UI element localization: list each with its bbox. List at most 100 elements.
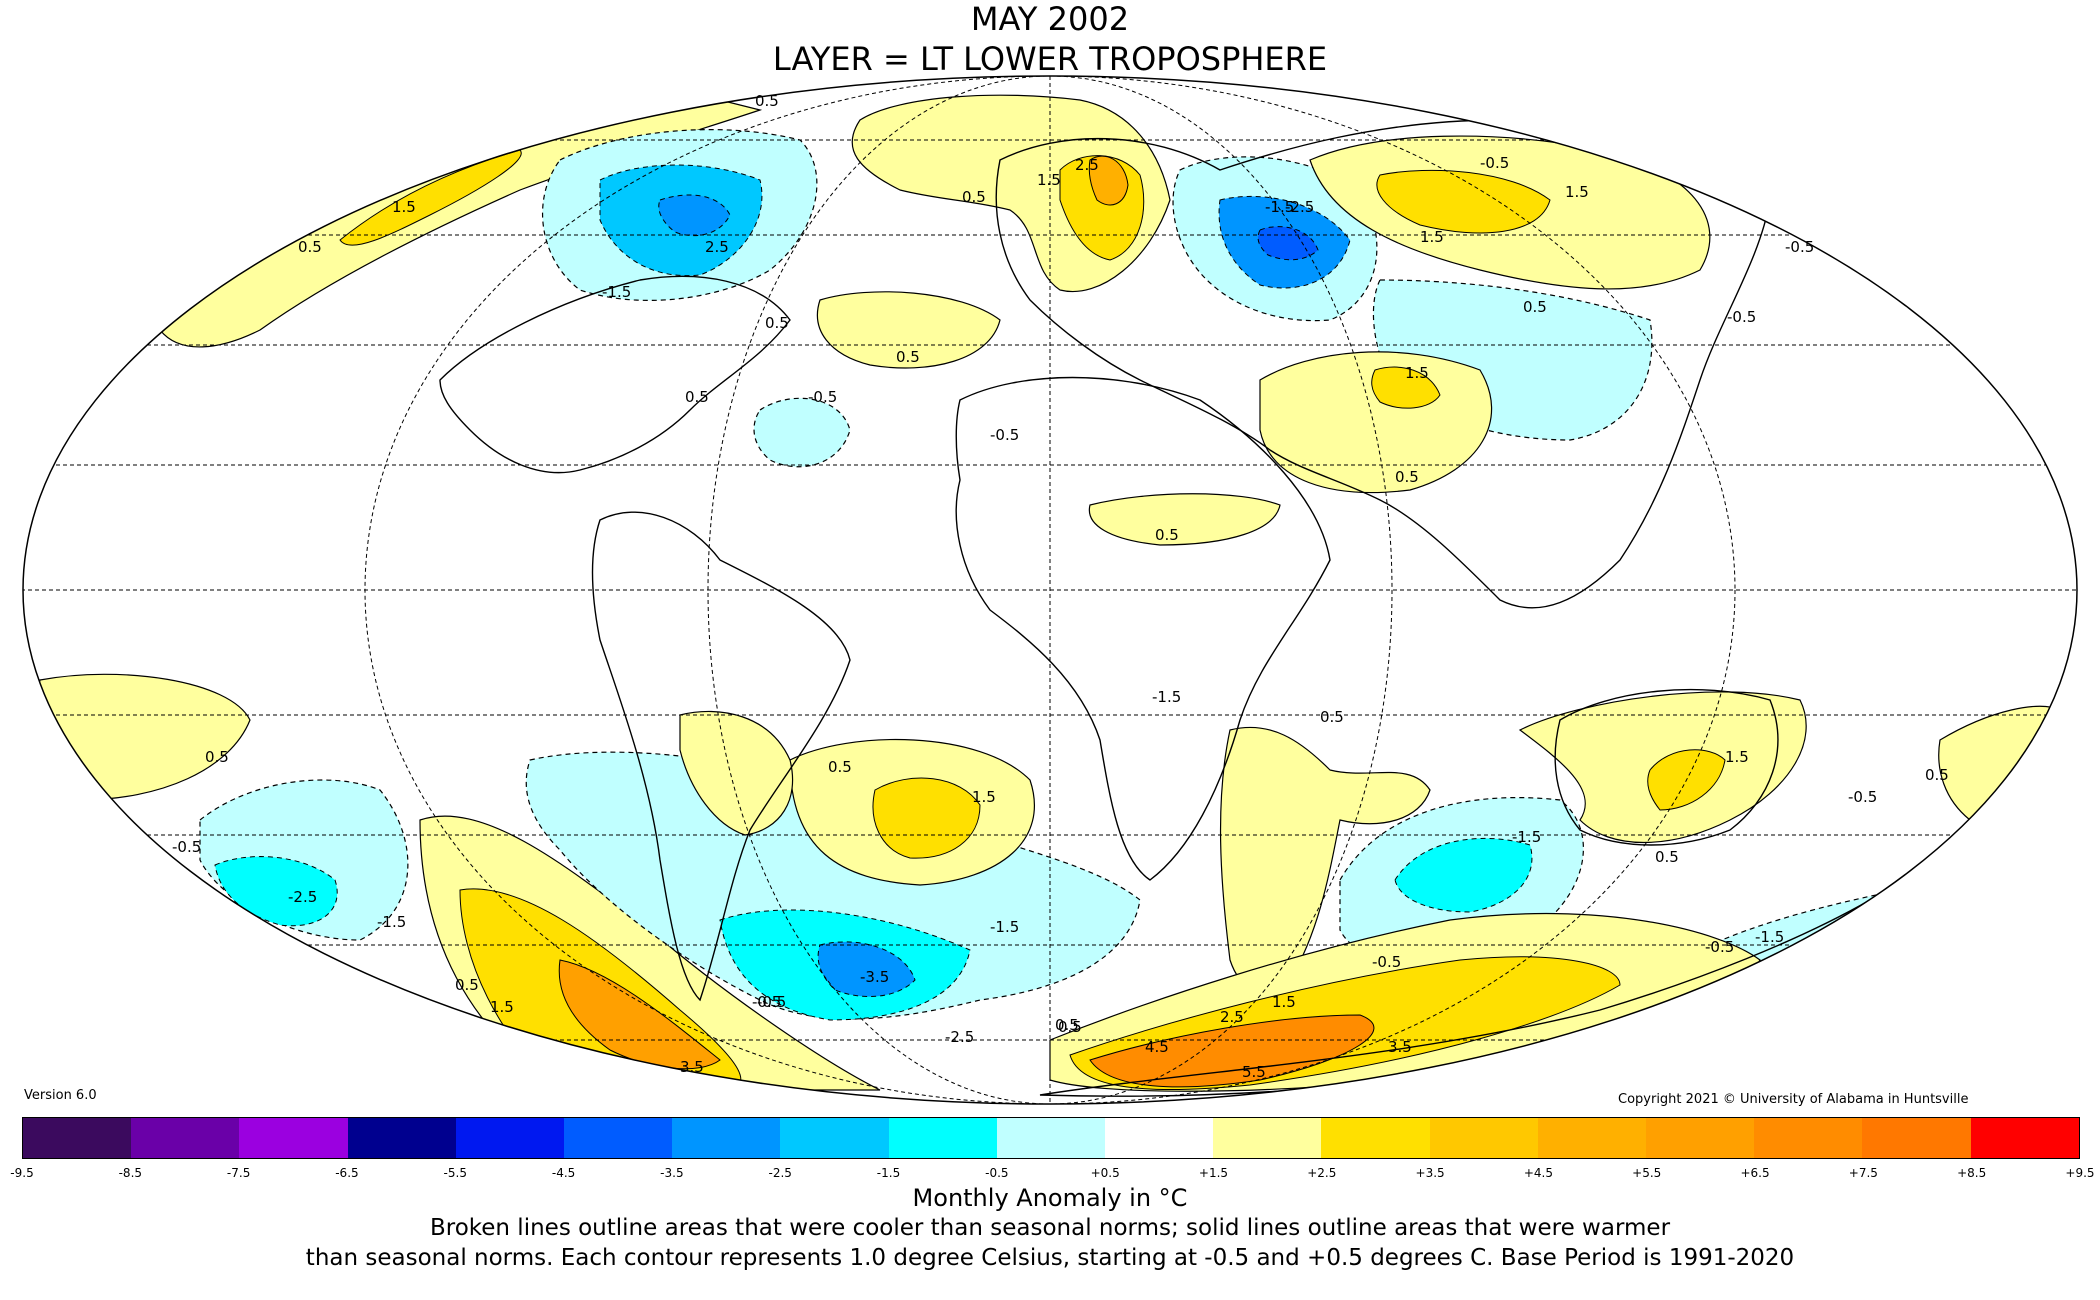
colorbar-segment (1862, 1118, 1971, 1158)
contour-label: 0.5 (1655, 848, 1679, 866)
contour-label: -1.5 (602, 283, 631, 301)
colorbar-ticks: -9.5 -8.5 -7.5 -6.5 -5.5 -4.5 -3.5 -2.5 -1.5 -0.5… (0, 1166, 2100, 1184)
colorbar-segment (1213, 1118, 1322, 1158)
colorbar-tick-label: -7.5 (226, 1166, 251, 1180)
contour-label: 3.5 (1388, 1038, 1412, 1056)
contour-label: 0.5 (1058, 1018, 1082, 1036)
colorbar-tick-label: +7.5 (1848, 1166, 1878, 1180)
colorbar-tick-label: +5.5 (1632, 1166, 1662, 1180)
colorbar-segment (1105, 1118, 1214, 1158)
colorbar-segment (672, 1118, 781, 1158)
colorbar-segment (1646, 1118, 1755, 1158)
contour-label: -1.5 (377, 913, 406, 931)
contour-label: -2.5 (945, 1028, 974, 1046)
cold-region-subtropical-atlantic (753, 397, 851, 468)
contour-label: 2.5 (705, 238, 729, 256)
contour-label: -1.5 (990, 918, 1019, 936)
contour-label: -3.5 (860, 968, 889, 986)
colorbar-tick-label: -2.5 (768, 1166, 792, 1180)
cold-max-south-atlantic (817, 941, 916, 998)
colorbar-segment (1754, 1118, 1863, 1158)
colorbar-tick-label: -3.5 (660, 1166, 684, 1180)
version-label: Version 6.0 (24, 1088, 97, 1103)
colorbar-tick-label: +2.5 (1307, 1166, 1337, 1180)
contour-label: 1.5 (1272, 993, 1296, 1011)
contour-label: 0.5 (1320, 708, 1344, 726)
cold-region-south-atlantic (525, 751, 1141, 1020)
colorbar-tick-label: -9.5 (10, 1166, 34, 1180)
colorbar-tick-label: -0.5 (985, 1166, 1009, 1180)
contour-label: 1.5 (392, 198, 416, 216)
warm-max-scandinavia (1088, 155, 1129, 206)
warm-core-south-atlantic (872, 777, 981, 859)
contour-label: -0.5 (757, 993, 786, 1011)
colorbar-segment (1321, 1118, 1430, 1158)
contour-label: -0.5 (1480, 154, 1509, 172)
legend-note-line-1: Broken lines outline areas that were coo… (429, 1215, 1671, 1241)
colorbar-tick-label: -5.5 (443, 1166, 467, 1180)
colorbar-tick-label: -6.5 (335, 1166, 359, 1180)
contour-label: -0.5 (1848, 788, 1877, 806)
contour-label: 0.5 (755, 92, 779, 110)
cold-core-south-pacific (214, 856, 338, 927)
contour-label: -0.5 (1785, 238, 1814, 256)
warm-core-siberia (1376, 169, 1551, 234)
colorbar-tick-label: +9.5 (2065, 1166, 2095, 1180)
contour-label: 0.5 (765, 314, 789, 332)
colorbar-segment (780, 1118, 889, 1158)
contour-label: -0.5 (990, 426, 1019, 444)
contour-label: 0.5 (896, 348, 920, 366)
contour-label: 1.5 (1037, 171, 1061, 189)
map-title: MAY 2002 (970, 0, 1130, 38)
colorbar-segment (23, 1118, 132, 1158)
warm-region-indian-ocean-west (1219, 726, 1431, 991)
contour-label: -0.5 (1372, 953, 1401, 971)
colorbar-segment (239, 1118, 348, 1158)
colorbar-segment (888, 1118, 997, 1158)
contour-label: 0.5 (205, 748, 229, 766)
cold-max-north-america (658, 194, 731, 237)
colorbar-segment (131, 1118, 240, 1158)
warm-region-north-atlantic-central (816, 291, 1001, 369)
contour-label: -0.5 (1727, 308, 1756, 326)
colorbar-tick-label: +0.5 (1090, 1166, 1120, 1180)
contour-label: 0.5 (1055, 1016, 1079, 1034)
legend-note-line-2: than seasonal norms. Each contour repres… (305, 1245, 1795, 1271)
contour-label: 1.5 (1565, 183, 1589, 201)
contour-label: 4.5 (1145, 1038, 1169, 1056)
contour-label: 3.5 (680, 1058, 704, 1076)
contour-label: 0.5 (298, 238, 322, 256)
contour-label: 0.5 (455, 976, 479, 994)
warm-max-antarctic (1089, 1014, 1375, 1088)
colorbar-tick-label: +6.5 (1740, 1166, 1770, 1180)
colorbar-tick-label: +3.5 (1415, 1166, 1445, 1180)
anomaly-map: 0.5 1.5 0.5 2.5 1.5 0.5 -1.5 2.5 -1.5 0.… (22, 75, 2078, 1105)
colorbar-segment (1537, 1118, 1647, 1158)
contour-label: 2.5 (1220, 1008, 1244, 1026)
copyright-label: Copyright 2021 © University of Alabama i… (1618, 1092, 1969, 1107)
contour-label: 1.5 (490, 998, 514, 1016)
layer-subtitle: LAYER = LT LOWER TROPOSPHERE (772, 40, 1328, 78)
warm-max-southeast-pacific (558, 959, 721, 1070)
contour-label: 0.5 (1155, 526, 1179, 544)
colorbar-segment (564, 1118, 673, 1158)
contour-label: 0.5 (1395, 468, 1419, 486)
warm-region-south-america (679, 710, 794, 836)
contour-label: 5.5 (1242, 1063, 1266, 1081)
contour-label: 1.5 (972, 788, 996, 806)
colorbar-tick-label: +8.5 (1957, 1166, 1987, 1180)
contour-label: -1.5 (1512, 828, 1541, 846)
contour-label: -2.5 (288, 888, 317, 906)
contour-label: -1.5 (1152, 688, 1181, 706)
contour-labels: 0.5 1.5 0.5 2.5 1.5 0.5 -1.5 2.5 -1.5 0.… (172, 92, 1949, 1081)
colorbar-segment (996, 1118, 1106, 1158)
contour-label: 1.5 (1405, 364, 1429, 382)
colorbar-tick-label: +4.5 (1523, 1166, 1553, 1180)
contour-label: -0.5 (752, 993, 781, 1011)
contour-label: 1.5 (1725, 748, 1749, 766)
contour-label: 0.5 (1523, 298, 1547, 316)
contour-label: -2.5 (1285, 198, 1314, 216)
colorbar-segment (347, 1118, 456, 1158)
colorbar-tick-label: +1.5 (1198, 1166, 1229, 1180)
colorbar-tick-label: -4.5 (551, 1166, 576, 1180)
